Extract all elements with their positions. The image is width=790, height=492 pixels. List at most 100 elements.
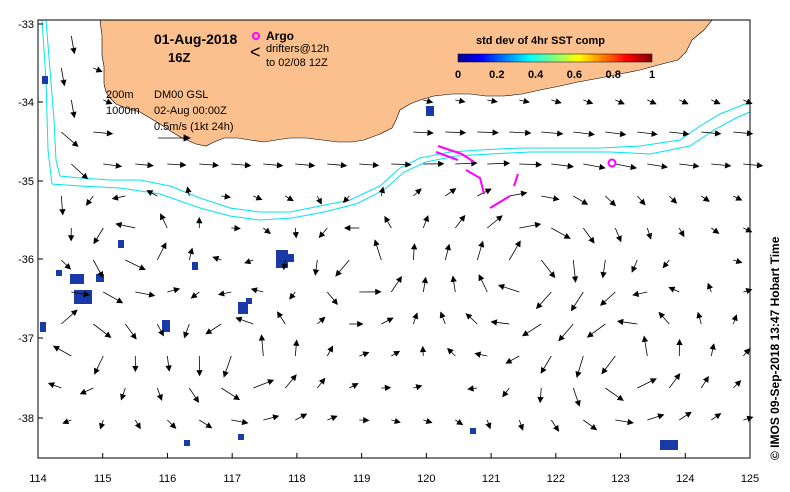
current-arrow: [474, 351, 488, 358]
current-arrow: [156, 242, 167, 261]
current-arrow: [132, 355, 139, 373]
current-arrow: [293, 339, 300, 357]
x-tick-label: 125: [741, 473, 759, 485]
date-label: 01-Aug-2018: [154, 31, 237, 47]
current-arrow: [61, 309, 78, 325]
x-tick-label: 115: [94, 473, 112, 485]
current-arrow: [423, 97, 434, 105]
y-tick-label: -38: [18, 413, 34, 425]
current-arrow: [551, 162, 574, 170]
current-arrow: [103, 162, 123, 169]
drifter-legend-icon: <: [250, 42, 261, 62]
current-arrow: [263, 162, 284, 169]
current-arrow: [541, 195, 560, 202]
current-arrow: [253, 194, 263, 201]
current-arrow: [292, 227, 299, 239]
current-arrow: [637, 378, 657, 389]
current-arrow: [103, 291, 124, 304]
contour-1000m-label: 1000m: [106, 105, 140, 117]
y-tick-label: -36: [18, 254, 34, 266]
current-arrow: [205, 323, 222, 335]
current-arrow: [711, 162, 732, 169]
current-arrow: [165, 355, 172, 372]
current-arrow: [605, 387, 624, 401]
current-arrow: [93, 130, 114, 137]
current-arrow: [711, 98, 721, 105]
current-arrow: [384, 215, 392, 229]
land-mass: [99, 19, 713, 147]
current-arrow: [146, 190, 158, 197]
current-arrow: [733, 194, 743, 201]
current-arrow: [359, 351, 370, 358]
current-arrow: [185, 186, 192, 197]
current-arrow: [62, 418, 72, 425]
argo-legend-icon: [252, 32, 260, 40]
current-arrow: [318, 227, 328, 239]
contour-200m-label: 200m: [106, 89, 134, 101]
current-arrow: [421, 276, 428, 293]
current-arrow: [93, 66, 103, 73]
current-vector-field: [47, 35, 764, 432]
current-arrow: [289, 291, 296, 300]
y-tick-label: -37: [18, 333, 34, 345]
argo-float-marker: [607, 158, 617, 168]
current-arrow: [124, 323, 137, 340]
colorbar-ticks: 0 0.2 0.4 0.6 0.8 1: [455, 69, 655, 81]
current-arrow: [454, 214, 466, 229]
y-axis: -33 -34 -35 -36 -37 -38: [18, 19, 43, 425]
x-tick-label: 121: [482, 473, 500, 485]
current-arrow: [422, 215, 429, 229]
current-arrow: [47, 382, 62, 389]
y-tick-label: -34: [18, 97, 34, 109]
current-arrow: [616, 318, 638, 326]
current-arrow: [551, 98, 562, 105]
current-arrow: [373, 239, 382, 261]
current-arrow: [412, 312, 419, 325]
current-arrow: [700, 375, 709, 389]
current-arrow: [67, 227, 75, 242]
current-arrow: [605, 130, 627, 138]
current-arrow: [450, 275, 457, 293]
x-tick-label: 118: [288, 473, 306, 485]
current-arrow: [156, 387, 163, 401]
current-arrow: [391, 350, 401, 357]
current-arrow: [743, 162, 764, 169]
current-arrow: [709, 343, 716, 357]
current-arrow: [134, 419, 141, 430]
current-arrow: [487, 215, 503, 229]
current-arrow: [540, 355, 552, 374]
colorbar: [457, 53, 653, 63]
current-arrow: [668, 373, 681, 389]
current-arrow: [669, 195, 678, 204]
current-arrow: [575, 355, 584, 378]
current-arrow: [423, 417, 433, 424]
current-arrow: [497, 284, 520, 293]
current-arrow: [445, 129, 467, 136]
current-arrow: [316, 377, 326, 389]
current-arrow: [601, 355, 616, 375]
current-arrow: [79, 387, 94, 395]
current-arrow: [349, 383, 359, 389]
current-arrow: [85, 195, 94, 206]
current-arrow: [646, 227, 653, 240]
current-arrow: [679, 162, 700, 169]
current-arrow: [733, 257, 743, 264]
drifter-legend-label: drifters@12h: [266, 43, 329, 55]
current-arrow: [540, 259, 556, 279]
current-arrow: [600, 291, 616, 306]
current-arrow: [222, 355, 232, 378]
current-arrow: [509, 190, 528, 197]
model-time-label: 02-Aug 00:00Z: [154, 105, 227, 117]
current-arrow: [413, 384, 423, 391]
current-arrow: [733, 380, 742, 389]
current-arrow: [477, 129, 499, 136]
current-arrow: [196, 216, 203, 228]
current-arrow: [316, 195, 322, 205]
current-arrow: [679, 98, 689, 105]
current-arrow: [217, 290, 232, 297]
current-arrow: [668, 286, 680, 293]
current-arrow: [519, 97, 530, 105]
current-arrow: [135, 291, 156, 298]
current-arrow: [658, 311, 670, 325]
